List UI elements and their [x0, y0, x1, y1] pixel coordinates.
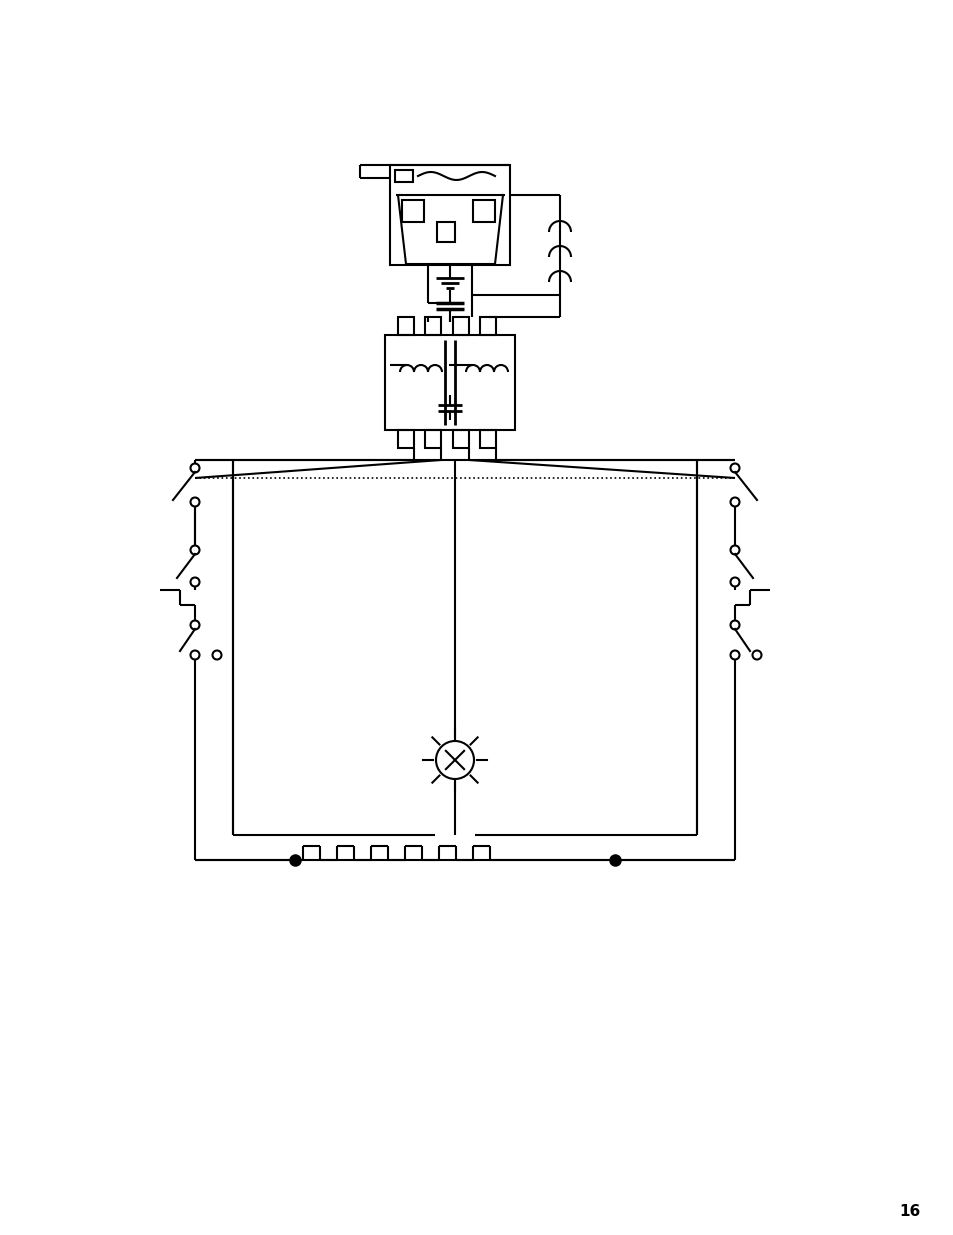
Circle shape	[752, 651, 760, 659]
Bar	[397, 317, 414, 335]
Bar	[479, 317, 496, 335]
Circle shape	[191, 463, 199, 473]
Circle shape	[191, 620, 199, 630]
Bar	[473, 200, 495, 222]
Circle shape	[191, 546, 199, 555]
Circle shape	[191, 651, 199, 659]
Bar	[397, 430, 414, 448]
Bar	[401, 200, 423, 222]
Circle shape	[191, 498, 199, 506]
Bar	[424, 317, 440, 335]
Bar	[479, 430, 496, 448]
Bar	[395, 170, 413, 182]
Circle shape	[730, 498, 739, 506]
Circle shape	[730, 463, 739, 473]
Circle shape	[191, 578, 199, 587]
Circle shape	[213, 651, 221, 659]
Circle shape	[730, 578, 739, 587]
Circle shape	[730, 651, 739, 659]
Bar	[453, 430, 469, 448]
Bar	[453, 317, 469, 335]
Bar	[390, 165, 510, 266]
Bar	[436, 222, 455, 242]
Text: 16: 16	[899, 1204, 920, 1219]
Bar	[385, 335, 515, 430]
Circle shape	[436, 741, 474, 779]
Circle shape	[730, 620, 739, 630]
Circle shape	[730, 546, 739, 555]
Bar	[424, 430, 440, 448]
